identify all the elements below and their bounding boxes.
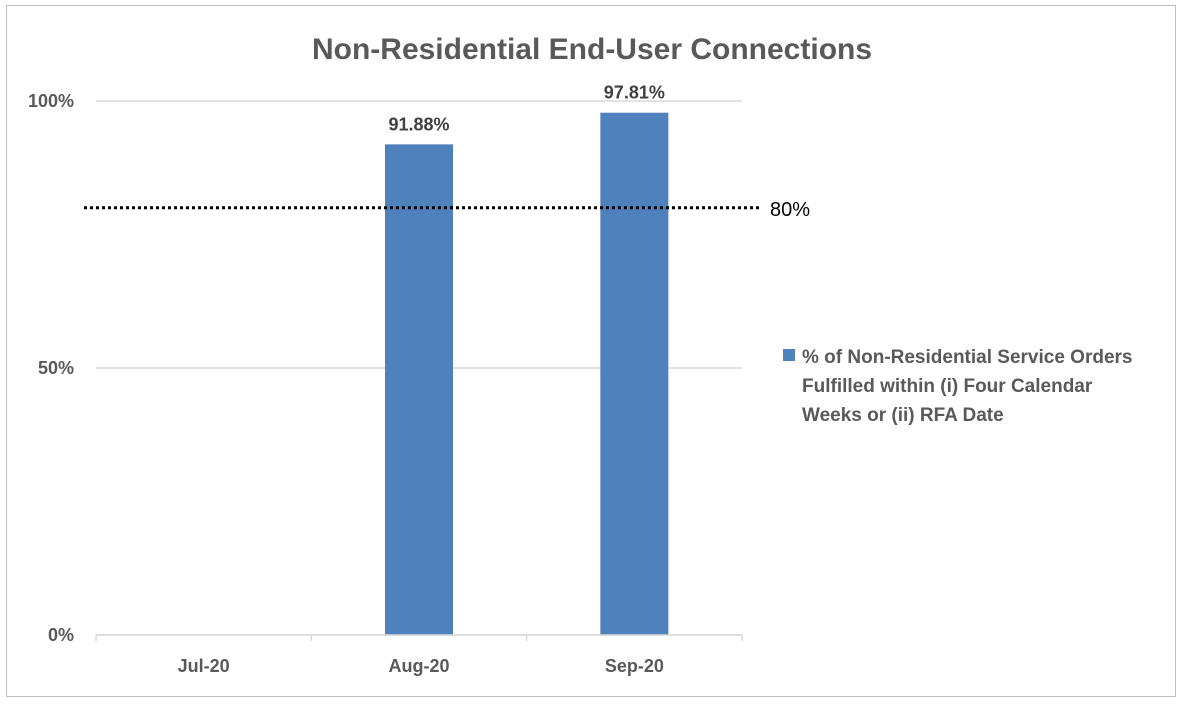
data-label: 91.88%: [388, 114, 449, 134]
bar: [385, 144, 453, 636]
y-tick-label: 50%: [38, 358, 74, 378]
chart-title: Non-Residential End-User Connections: [312, 33, 872, 66]
legend: % of Non-Residential Service Orders Fulfi…: [783, 347, 1133, 426]
y-tick-label: 100%: [28, 91, 74, 111]
legend-label-line: Weeks or (ii) RFA Date: [802, 405, 1004, 426]
y-tick-label: 0%: [48, 625, 74, 645]
x-tick-label: Aug-20: [388, 656, 449, 676]
legend-label-line: % of Non-Residential Service Orders: [802, 347, 1133, 368]
legend-label-line: Fulfilled within (i) Four Calendar: [802, 376, 1093, 397]
reference-line-label: 80%: [770, 199, 810, 221]
bar-series: 91.88% 97.81%: [385, 83, 669, 636]
x-tick-label: Jul-20: [178, 656, 230, 676]
reference-line-group: 80%: [84, 199, 810, 221]
x-axis: Jul-20 Aug-20 Sep-20: [95, 634, 743, 676]
chart-frame: [6, 5, 1176, 697]
data-label: 97.81%: [604, 83, 665, 103]
legend-swatch: [783, 349, 795, 361]
bar: [600, 112, 669, 636]
x-tick-label: Sep-20: [605, 656, 664, 676]
